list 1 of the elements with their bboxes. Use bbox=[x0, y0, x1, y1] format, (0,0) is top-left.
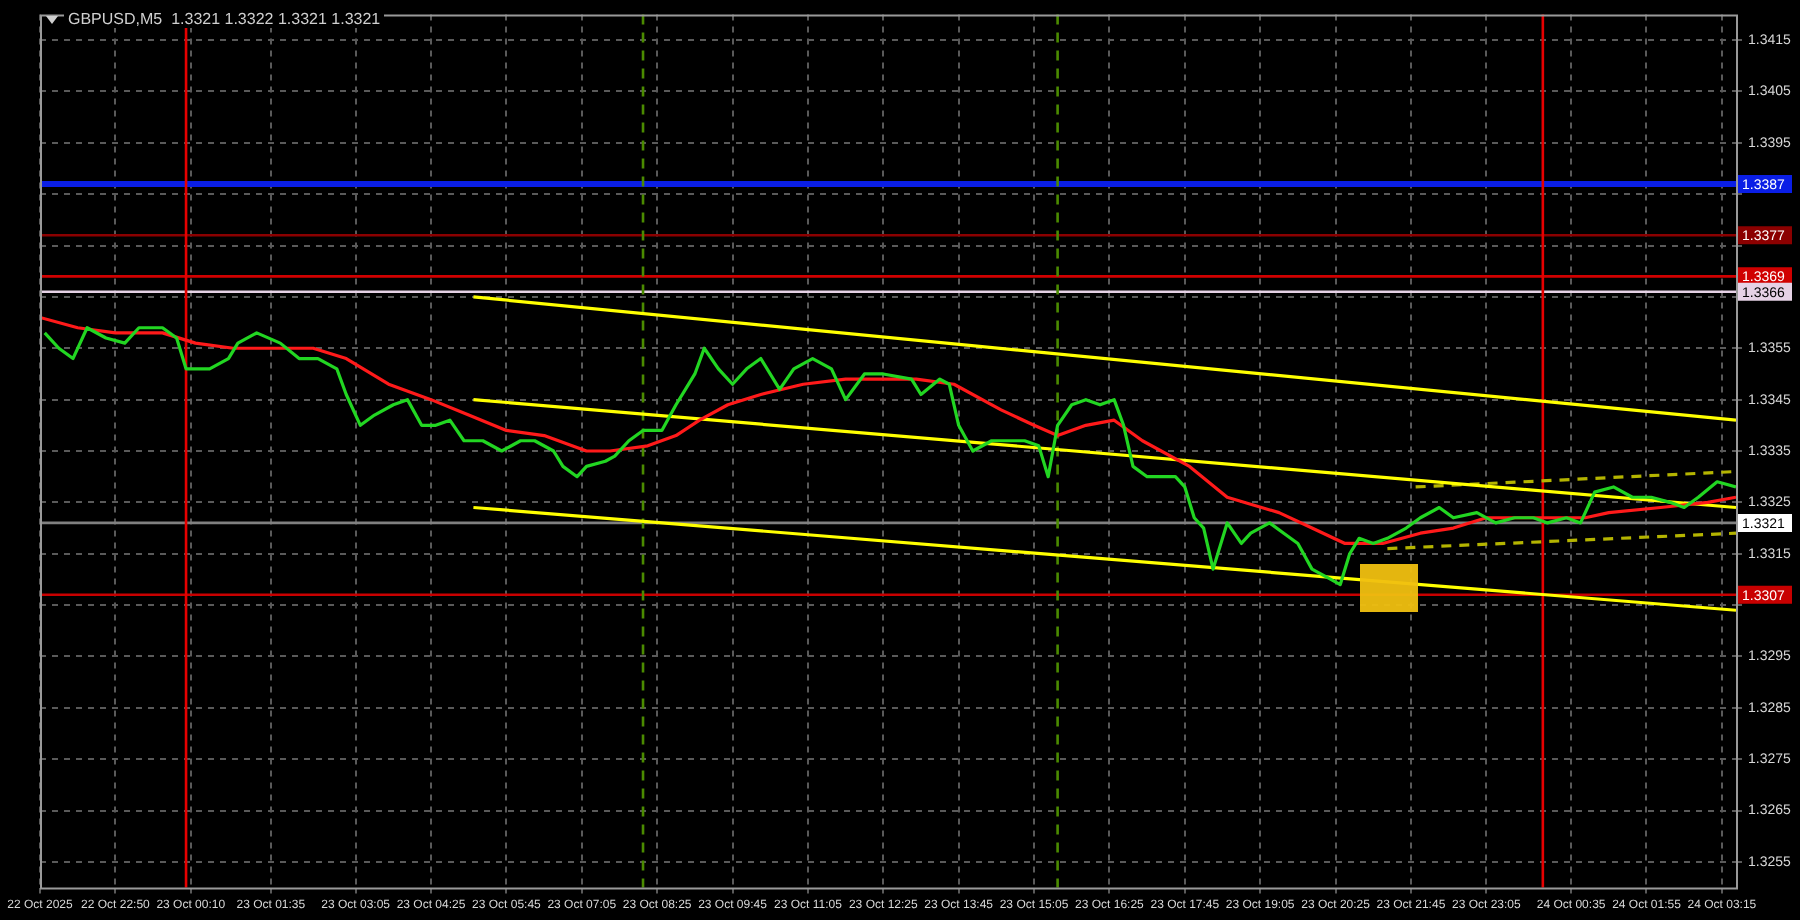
chart-title: GBPUSD,M5 1.3321 1.3322 1.3321 1.3321 bbox=[64, 10, 385, 28]
